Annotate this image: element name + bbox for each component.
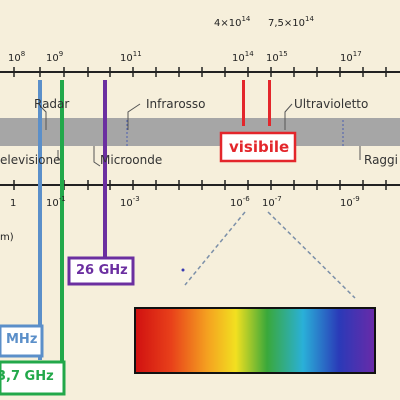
mhz-marker-label: MHz xyxy=(6,332,38,347)
projection-right xyxy=(267,211,356,299)
freq-tick-label: 1015 xyxy=(266,50,288,64)
ghz26-marker-line xyxy=(103,80,107,260)
wavelength-tick-label: 10-7 xyxy=(262,195,282,209)
visible-bound-high-label: 7,5×1014 xyxy=(268,15,314,29)
ghz37-marker-label: 3,7 GHz xyxy=(0,369,54,384)
freq-tick-label: 109 xyxy=(46,50,64,64)
ghz26-marker-label: 26 GHz xyxy=(76,263,128,278)
wavelength-tick-label: 1 xyxy=(10,198,17,209)
band-label-microwaves: Microonde xyxy=(100,153,163,167)
freq-tick-label: 1017 xyxy=(340,50,362,64)
mhz-marker-line xyxy=(38,80,42,360)
visible-label-frame xyxy=(219,131,297,163)
spectrum-band-bar xyxy=(0,118,400,146)
wavelength-tick-label: 10-6 xyxy=(230,195,250,209)
infrared-leader xyxy=(127,103,141,130)
freq-tick-label: 1011 xyxy=(120,50,142,64)
wavelength-tick-label: 10-1 xyxy=(46,195,66,209)
ultraviolet-leader xyxy=(284,103,293,130)
mhz-marker-frame xyxy=(0,324,44,358)
wavelength-unit-fragment: m) xyxy=(0,232,14,243)
projection-left xyxy=(184,211,246,286)
band-label-visible: visibile xyxy=(229,138,290,156)
band-label-ultraviolet: Ultravioletto xyxy=(294,97,369,111)
ghz37-marker-line xyxy=(60,80,64,395)
freq-tick-label: 1014 xyxy=(232,50,254,64)
band-label-infrared: Infrarosso xyxy=(146,97,206,111)
visible-bound-high xyxy=(268,80,271,126)
band-label-rays: Raggi xyxy=(364,153,398,167)
frequency-axis-ticks xyxy=(13,67,387,77)
wavelength-tick-label: 10-3 xyxy=(120,195,140,209)
visible-bound-low-label: 4×1014 xyxy=(214,15,251,29)
freq-tick-label: 108 xyxy=(8,50,26,64)
band-label-television: elevisione xyxy=(0,153,61,167)
wavelength-tick-label: 10-9 xyxy=(340,195,360,209)
visible-bound-low xyxy=(242,80,245,126)
ghz26-marker-frame xyxy=(67,256,135,286)
band-label-radar: Radar xyxy=(34,97,70,111)
microwaves-leader xyxy=(93,146,101,167)
visible-spectrum-strip xyxy=(134,307,376,374)
ghz37-marker-frame xyxy=(0,360,66,396)
